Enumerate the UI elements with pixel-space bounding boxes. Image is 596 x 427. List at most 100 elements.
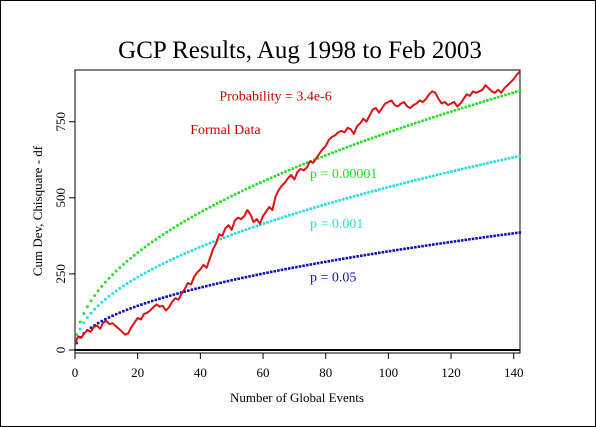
reference-curve-point [284,267,287,271]
reference-curve-point [489,161,493,164]
reference-curve-point [392,249,396,252]
reference-curve-point [421,244,424,248]
reference-curve-point [219,281,223,285]
reference-curve-point [381,187,385,190]
reference-curve-point [212,204,215,207]
reference-curve-point [518,154,522,158]
reference-curve-point [385,131,388,135]
reference-curve-point [251,225,255,229]
reference-curve-point [507,232,511,236]
reference-curve-point [496,234,500,237]
reference-curve-point [284,170,287,173]
reference-curve-point [428,117,432,120]
reference-curve-point [345,197,349,200]
reference-curve-point [424,176,428,179]
reference-curve-point [197,286,201,290]
reference-curve-point [230,233,233,237]
reference-curve-point [183,219,186,223]
reference-curve-point [208,241,212,245]
reference-curve-point [194,247,197,251]
reference-curve-point [320,204,323,207]
reference-curve-point [100,319,104,323]
reference-curve-point [129,256,132,260]
reference-curve-point [186,217,190,221]
reference-curve-point [208,283,212,287]
reference-curve-point [287,267,291,270]
reference-curve-point [399,248,403,251]
reference-curve-point [334,150,338,153]
reference-curve-point [377,134,381,137]
reference-curve-point [486,235,489,239]
x-tick-label: 120 [441,365,461,380]
reference-curve-point [367,253,370,256]
reference-curve-point [226,279,230,283]
reference-curve-point [129,307,132,310]
reference-curve-point [114,289,118,293]
reference-curve-point [194,213,197,217]
reference-curve-point [331,151,334,155]
reference-curve-point [464,166,468,170]
reference-curve-point [403,125,406,129]
reference-curve-point [205,243,208,246]
reference-curve-point [421,119,424,123]
x-tick-label: 100 [379,365,399,380]
reference-curve-point [518,89,522,93]
reference-curve-point [165,230,168,234]
reference-curve-point [161,262,165,265]
reference-curve-point [334,200,338,203]
reference-curve-point [356,255,359,258]
reference-curve-point [223,236,226,239]
y-axis-label: Cum Dev, Chisquare - df [30,145,45,276]
reference-curve-point [165,295,168,298]
reference-curve-point [96,304,100,307]
reference-curve-point [107,316,111,319]
reference-curve-point [114,312,118,316]
reference-curve-point [511,156,514,159]
reference-curve-point [399,182,403,186]
reference-curve-point [298,164,302,167]
reference-curve-point [75,333,78,336]
reference-curve-point [356,142,359,145]
reference-curve-point [273,174,277,178]
reference-curve-point [475,164,478,167]
chart-title: GCP Results, Aug 1998 to Feb 2003 [118,37,482,64]
reference-curve-point [316,205,320,208]
reference-curve-point [446,171,450,174]
reference-curve-point [352,195,356,198]
reference-curve-point [255,224,259,228]
reference-curve-point [132,305,136,309]
reference-curve-point [511,232,514,235]
reference-curve-point [482,100,486,103]
reference-curve-point [269,219,273,223]
reference-curve-point [223,280,226,284]
reference-curve-point [381,132,385,136]
reference-curve-point [86,316,89,319]
reference-curve-point [190,249,194,252]
reference-curve-point [446,241,450,244]
reference-curve-point [417,245,421,248]
reference-curve-point [377,251,381,255]
reference-curve-point [331,259,334,262]
reference-curve-point [316,261,320,265]
reference-curve-point [230,278,233,282]
reference-curve-point [118,266,122,269]
reference-curve-point [78,327,82,331]
reference-curve-point [295,211,298,215]
reference-curve-point [280,216,284,219]
reference-curve-point [514,231,518,235]
x-tick-label: 0 [72,365,79,380]
reference-curve-point [478,236,482,240]
reference-curve-point [363,192,367,195]
reference-curve-point [168,258,172,262]
reference-curve-point [392,184,396,188]
reference-curve-point [158,264,161,267]
reference-curve-point [262,179,266,183]
reference-curve-point [341,257,345,261]
reference-curve-point [363,253,367,257]
reference-curve-point [338,258,341,261]
reference-curve-point [471,165,475,168]
reference-curve-point [201,209,205,213]
reference-curve-point [237,191,241,194]
x-tick-label: 20 [131,365,144,380]
